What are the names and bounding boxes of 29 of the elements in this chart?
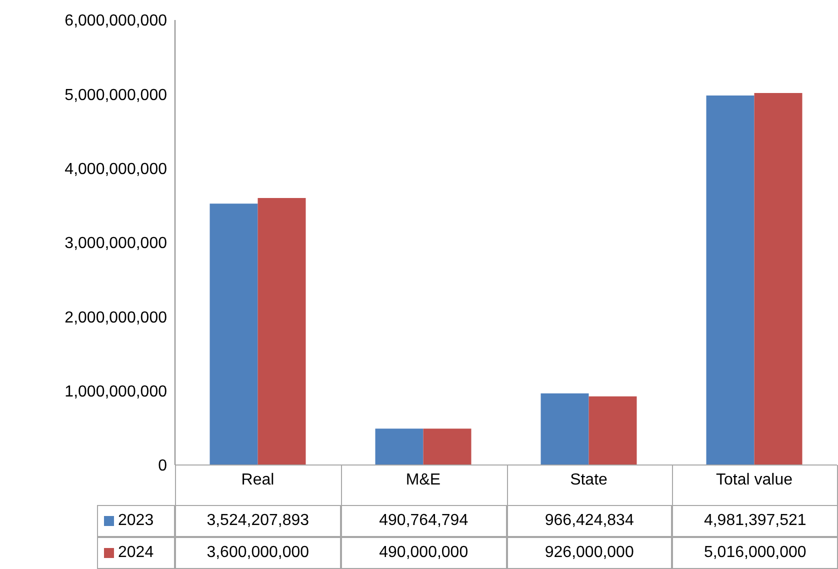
bar (754, 92, 802, 465)
data-label: 490,764,794 (340, 505, 506, 537)
legend-label: 2023 (118, 512, 154, 530)
y-tick-label: 2,000,000,000 (64, 309, 168, 326)
y-tick-label: 3,000,000,000 (64, 235, 168, 252)
bar (258, 198, 306, 465)
bar (375, 428, 424, 465)
bar (588, 396, 637, 465)
x-tick-label: Total value (716, 471, 793, 488)
bar (540, 393, 589, 465)
data-label: 3,600,000,000 (175, 537, 341, 569)
data-label: 966,424,834 (506, 505, 672, 537)
data-label: 490,000,000 (340, 537, 506, 569)
y-tick-label: 1,000,000,000 (64, 384, 168, 401)
bar (706, 96, 754, 465)
data-label: 926,000,000 (506, 537, 672, 569)
y-tick-label: 6,000,000,000 (64, 12, 168, 30)
bar (210, 204, 258, 465)
x-tick-label: M&E (406, 471, 441, 488)
data-label: 5,016,000,000 (672, 537, 838, 569)
x-tick-label: Real (241, 471, 274, 488)
bar (423, 428, 472, 465)
y-tick-label: 0 (158, 458, 168, 475)
y-tick-label: 5,000,000,000 (64, 86, 168, 104)
x-tick-label: State (570, 471, 608, 488)
y-tick-label: 4,000,000,000 (64, 161, 168, 178)
legend-label: 2024 (118, 544, 154, 562)
data-label: 3,524,207,893 (175, 505, 341, 537)
data-label: 4,981,397,521 (672, 505, 838, 537)
